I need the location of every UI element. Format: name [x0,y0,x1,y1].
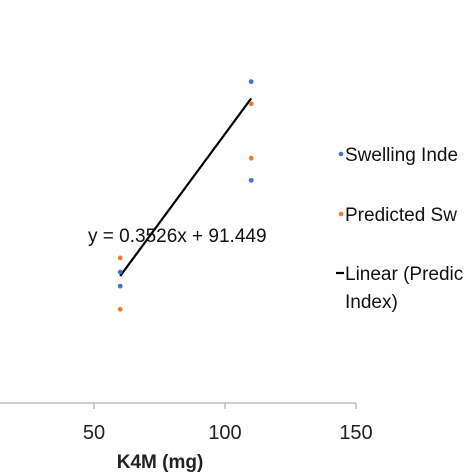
data-point-s0-1 [117,283,123,289]
data-points [117,79,254,312]
data-point-s1-1 [117,306,123,312]
x-tick-label-100: 100 [208,422,241,444]
x-tick-label-50: 50 [83,422,105,444]
data-point-s0-0 [117,269,123,275]
trendline [119,97,253,277]
legend-label-predicted: Predicted Sw [345,205,457,226]
data-point-s1-3 [248,155,254,161]
legend-label-linear-line2: Index) [345,292,398,313]
legend-label-swelling: Swelling Inde [345,145,458,166]
data-point-s1-2 [248,101,254,107]
x-axis-title: K4M (mg) [117,452,204,473]
legend-marker-swelling [338,151,344,157]
data-point-s0-2 [248,79,254,85]
legend-marker-predicted [338,211,344,217]
x-tick-label-150: 150 [339,422,372,444]
legend: Swelling Inde Predicted Sw Linear (Predi… [336,145,463,313]
data-point-s0-3 [248,177,254,183]
data-point-s1-0 [117,255,123,261]
trendline-equation: y = 0.3526x + 91.449 [88,226,267,247]
legend-label-linear: Linear (Predic [345,264,463,285]
